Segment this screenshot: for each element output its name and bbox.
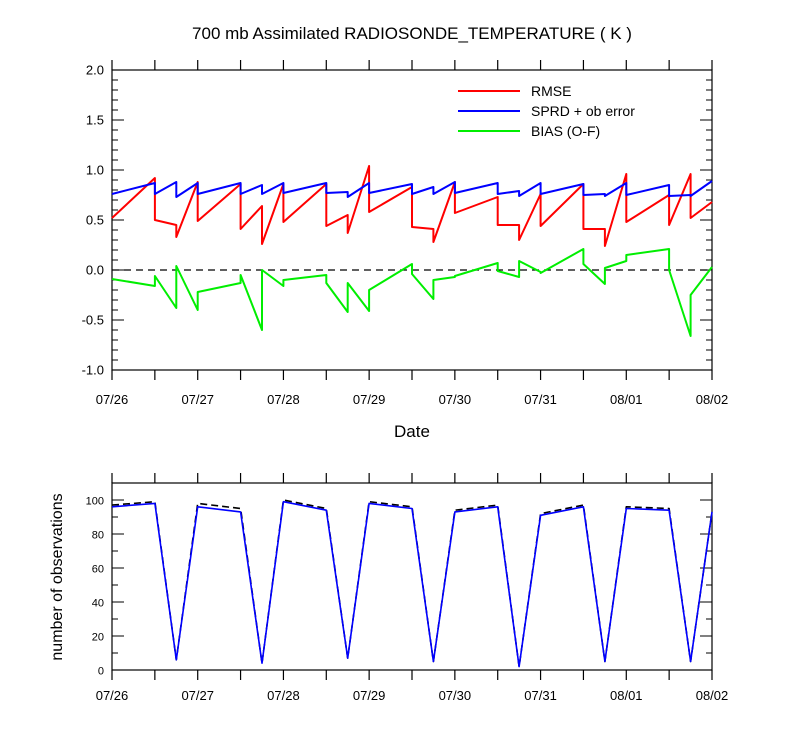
x-tick-label: 07/27 (181, 688, 214, 703)
x-tick-label: 07/29 (353, 392, 386, 407)
y-tick-label: 1.5 (86, 113, 104, 128)
y-tick-label: 0.0 (86, 263, 104, 278)
y-tick-label: 40 (92, 598, 104, 610)
series-line-series-2 (111, 500, 713, 668)
legend: RMSE SPRD + ob error BIAS (O-F) (458, 83, 635, 139)
x-tick-label: 08/02 (696, 392, 729, 407)
x-tick-label: 07/26 (96, 688, 129, 703)
x-tick-label: 07/28 (267, 392, 300, 407)
y-tick-label: -1.0 (82, 363, 104, 378)
y-tick-label: 100 (86, 496, 104, 508)
x-tick-label: 07/29 (353, 688, 386, 703)
chart-title: 700 mb Assimilated RADIOSONDE_TEMPERATUR… (192, 24, 632, 43)
x-tick-label: 07/30 (439, 688, 472, 703)
series-line-sprd-ob-error (111, 180, 713, 198)
x-tick-label: 08/02 (696, 688, 729, 703)
y-axis-label: number of observations (49, 493, 66, 660)
x-tick-label: 07/28 (267, 688, 300, 703)
legend-label-sprd-ob-error: SPRD + ob error (531, 103, 635, 119)
y-tick-label: -0.5 (82, 313, 104, 328)
series-line-rmse (111, 165, 713, 247)
y-tick-label: 80 (92, 530, 104, 542)
y-tick-label: 20 (92, 632, 104, 644)
x-tick-label: 07/26 (96, 392, 129, 407)
series-line-series-1 (111, 499, 713, 668)
x-axis-label: Date (394, 422, 430, 441)
y-tick-label: 1.0 (86, 163, 104, 178)
series-line-bias-o-f (111, 248, 713, 337)
bottom-chart: 0 20 40 60 80 100 07/26 07/27 07/28 07/29 07/30 07/… (86, 473, 729, 703)
top-chart: -1.0 -0.5 0.0 0.5 1.0 1.5 2.0 07/26 07/27 07/28 07… (82, 60, 729, 407)
x-tick-label: 08/01 (610, 392, 643, 407)
legend-label-bias-o-f: BIAS (O-F) (531, 123, 600, 139)
x-tick-label: 07/31 (524, 392, 557, 407)
x-tick-label: 07/31 (524, 688, 557, 703)
y-tick-label: 60 (92, 564, 104, 576)
x-tick-label: 07/30 (439, 392, 472, 407)
x-tick-label: 08/01 (610, 688, 643, 703)
y-tick-label: 0.5 (86, 213, 104, 228)
y-tick-label: 0 (98, 666, 104, 678)
legend-label-rmse: RMSE (531, 83, 571, 99)
y-tick-label: 2.0 (86, 63, 104, 78)
x-tick-label: 07/27 (181, 392, 214, 407)
